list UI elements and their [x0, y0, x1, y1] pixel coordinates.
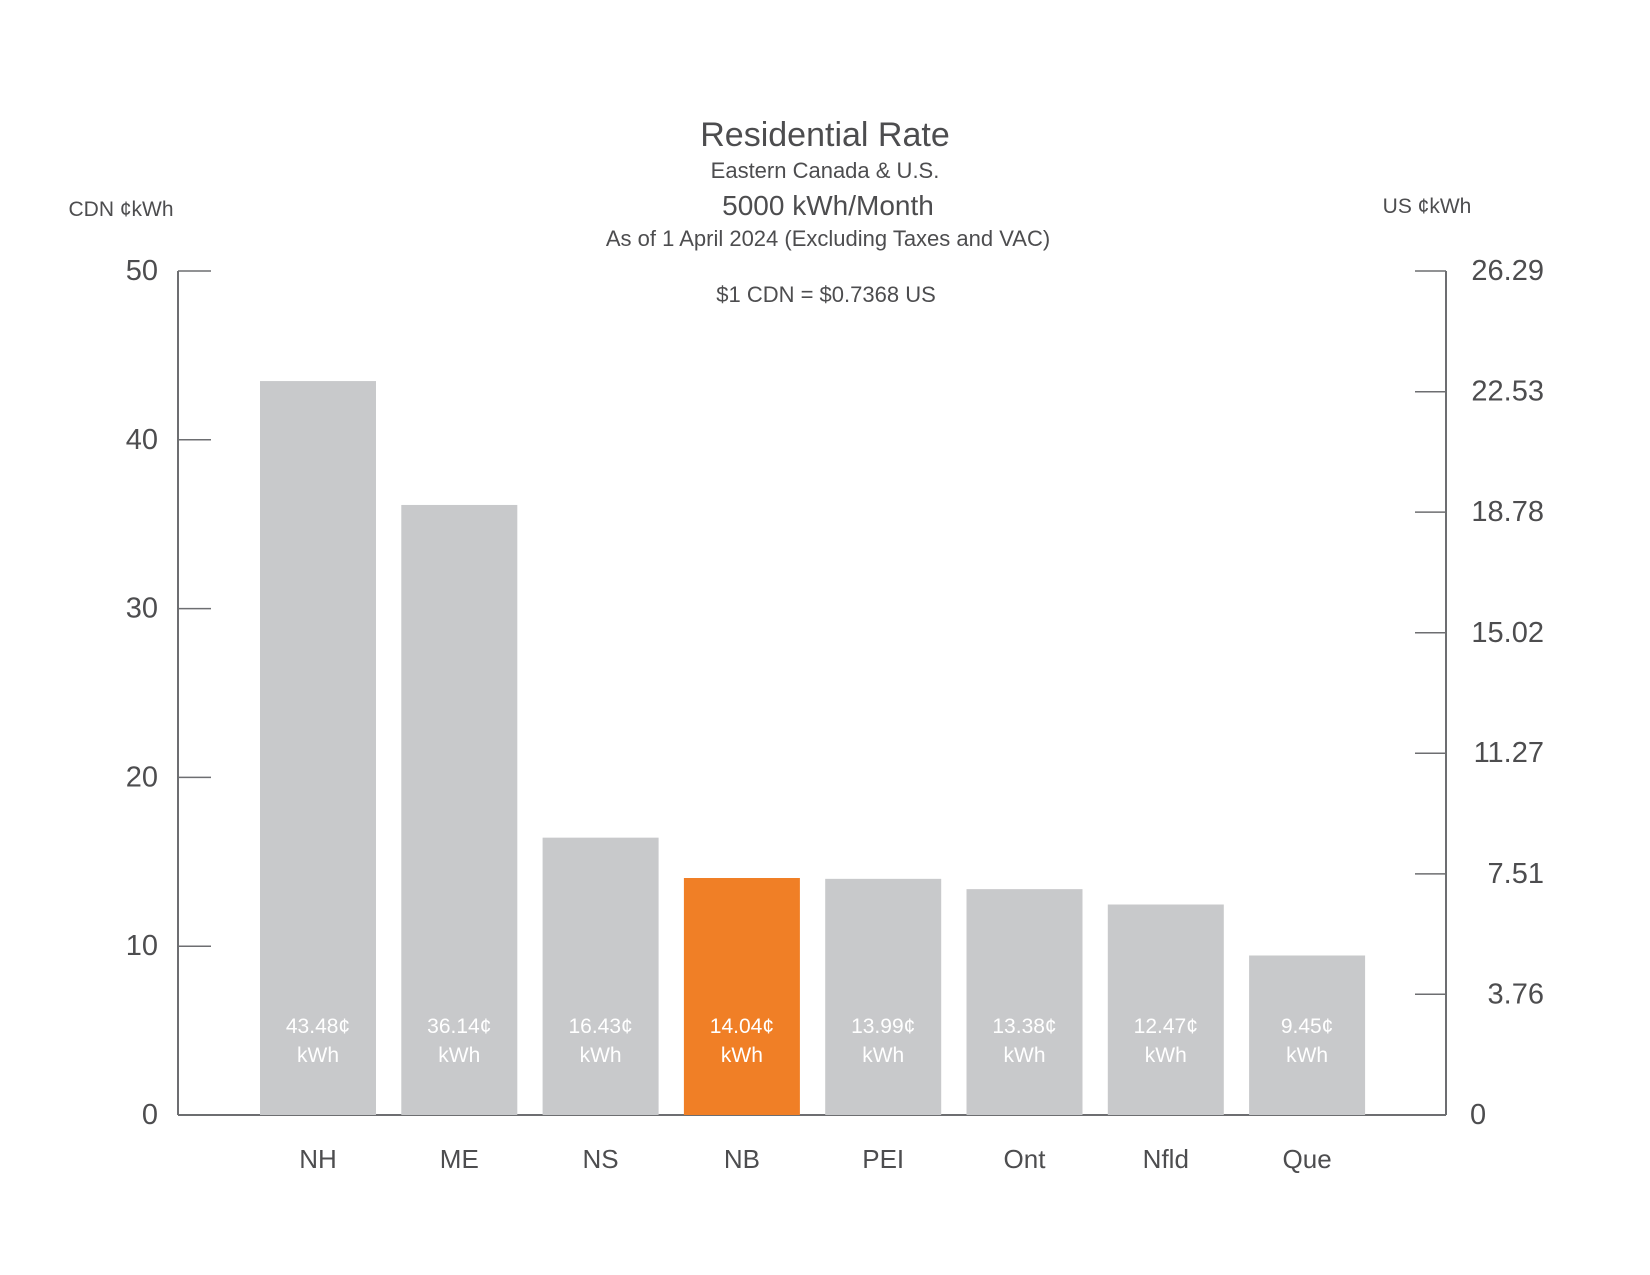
category-label: NS [583, 1144, 619, 1174]
bar-pei [825, 878, 942, 1115]
right-tick-label: 22.53 [1471, 376, 1544, 408]
right-tick-label: 0 [1470, 1099, 1486, 1131]
exchange-rate-note: $1 CDN = $0.7368 US [716, 282, 936, 307]
left-tick-label: 20 [126, 761, 158, 793]
left-tick-label: 0 [142, 1099, 158, 1131]
category-label: Ont [1004, 1144, 1047, 1174]
category-label: ME [440, 1144, 479, 1174]
chart-volume: 5000 kWh/Month [722, 190, 934, 221]
category-label: Que [1283, 1144, 1332, 1174]
category-label: NH [299, 1144, 337, 1174]
bar-value-label: 12.47¢ [1134, 1015, 1198, 1038]
bar-nfld [1107, 904, 1224, 1115]
bar-unit-label: kWh [721, 1044, 763, 1067]
right-tick-label: 26.29 [1471, 255, 1544, 287]
bar-ns [542, 837, 659, 1115]
bar-unit-label: kWh [1004, 1044, 1046, 1067]
bar-value-label: 14.04¢ [710, 1015, 774, 1038]
left-axis-label: CDN ¢kWh [68, 198, 174, 221]
bar-nh [260, 381, 376, 1115]
bar-unit-label: kWh [1286, 1044, 1328, 1067]
left-tick-label: 30 [126, 593, 158, 625]
right-tick-label: 7.51 [1488, 858, 1544, 890]
chart-as-of-date: As of 1 April 2024 (Excluding Taxes and … [605, 226, 1051, 251]
right-tick-label: 18.78 [1471, 496, 1544, 528]
left-tick-label: 50 [126, 255, 158, 287]
chart-title: Residential Rate [700, 116, 950, 154]
bar-me [401, 504, 518, 1115]
category-label: PEI [862, 1144, 904, 1174]
bar-unit-label: kWh [1145, 1044, 1187, 1067]
bar-ont [966, 889, 1083, 1115]
bar-unit-label: kWh [580, 1044, 622, 1067]
bar-que [1249, 955, 1366, 1115]
category-label: Nfld [1143, 1144, 1189, 1174]
left-tick-label: 40 [126, 424, 158, 456]
left-tick-label: 10 [126, 930, 158, 962]
bar-unit-label: kWh [862, 1044, 904, 1067]
right-tick-label: 11.27 [1474, 737, 1544, 769]
bar-value-label: 9.45¢ [1281, 1015, 1334, 1038]
bar-unit-label: kWh [297, 1044, 339, 1067]
right-tick-label: 3.76 [1488, 978, 1544, 1010]
right-tick-label: 15.02 [1471, 617, 1544, 649]
bar-value-label: 13.99¢ [851, 1015, 915, 1038]
bar-value-label: 43.48¢ [286, 1015, 350, 1038]
category-label: NB [724, 1144, 760, 1174]
bar-value-label: 36.14¢ [427, 1015, 491, 1038]
bar-value-label: 16.43¢ [568, 1015, 632, 1038]
bar-value-label: 13.38¢ [992, 1015, 1056, 1038]
bar-nb [683, 878, 800, 1115]
right-axis-label: US ¢kWh [1382, 195, 1472, 218]
chart-subtitle: Eastern Canada & U.S. [710, 158, 940, 183]
bar-unit-label: kWh [438, 1044, 480, 1067]
